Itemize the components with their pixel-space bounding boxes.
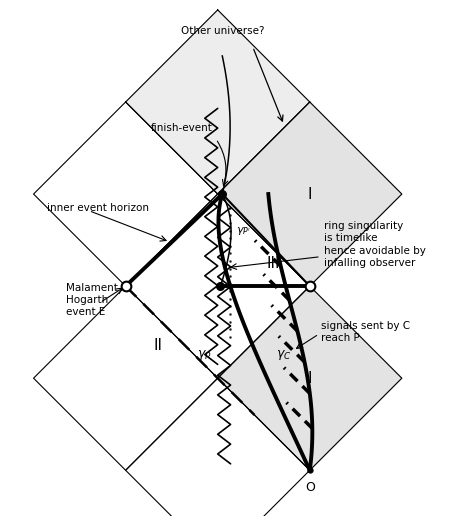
Text: II: II <box>153 339 163 354</box>
Text: ring singularity
is timelike
hence avoidable by
infalling observer: ring singularity is timelike hence avoid… <box>324 221 425 268</box>
Text: signals sent by C
reach P: signals sent by C reach P <box>321 321 410 343</box>
Polygon shape <box>125 10 310 194</box>
Text: III: III <box>266 255 280 270</box>
Text: $\gamma_P$: $\gamma_P$ <box>197 348 211 362</box>
Text: I: I <box>307 187 312 202</box>
Text: Malament-
Hogarth
event E: Malament- Hogarth event E <box>66 282 121 317</box>
Polygon shape <box>218 286 402 470</box>
Text: I: I <box>307 371 312 386</box>
Text: $\gamma_C$: $\gamma_C$ <box>276 348 292 362</box>
Polygon shape <box>218 102 402 286</box>
Text: Other universe?: Other universe? <box>181 26 264 36</box>
Text: $\gamma_{P'}$: $\gamma_{P'}$ <box>236 225 251 237</box>
Text: finish-event: finish-event <box>151 123 213 133</box>
Text: O: O <box>305 481 315 494</box>
Text: inner event horizon: inner event horizon <box>47 203 150 213</box>
